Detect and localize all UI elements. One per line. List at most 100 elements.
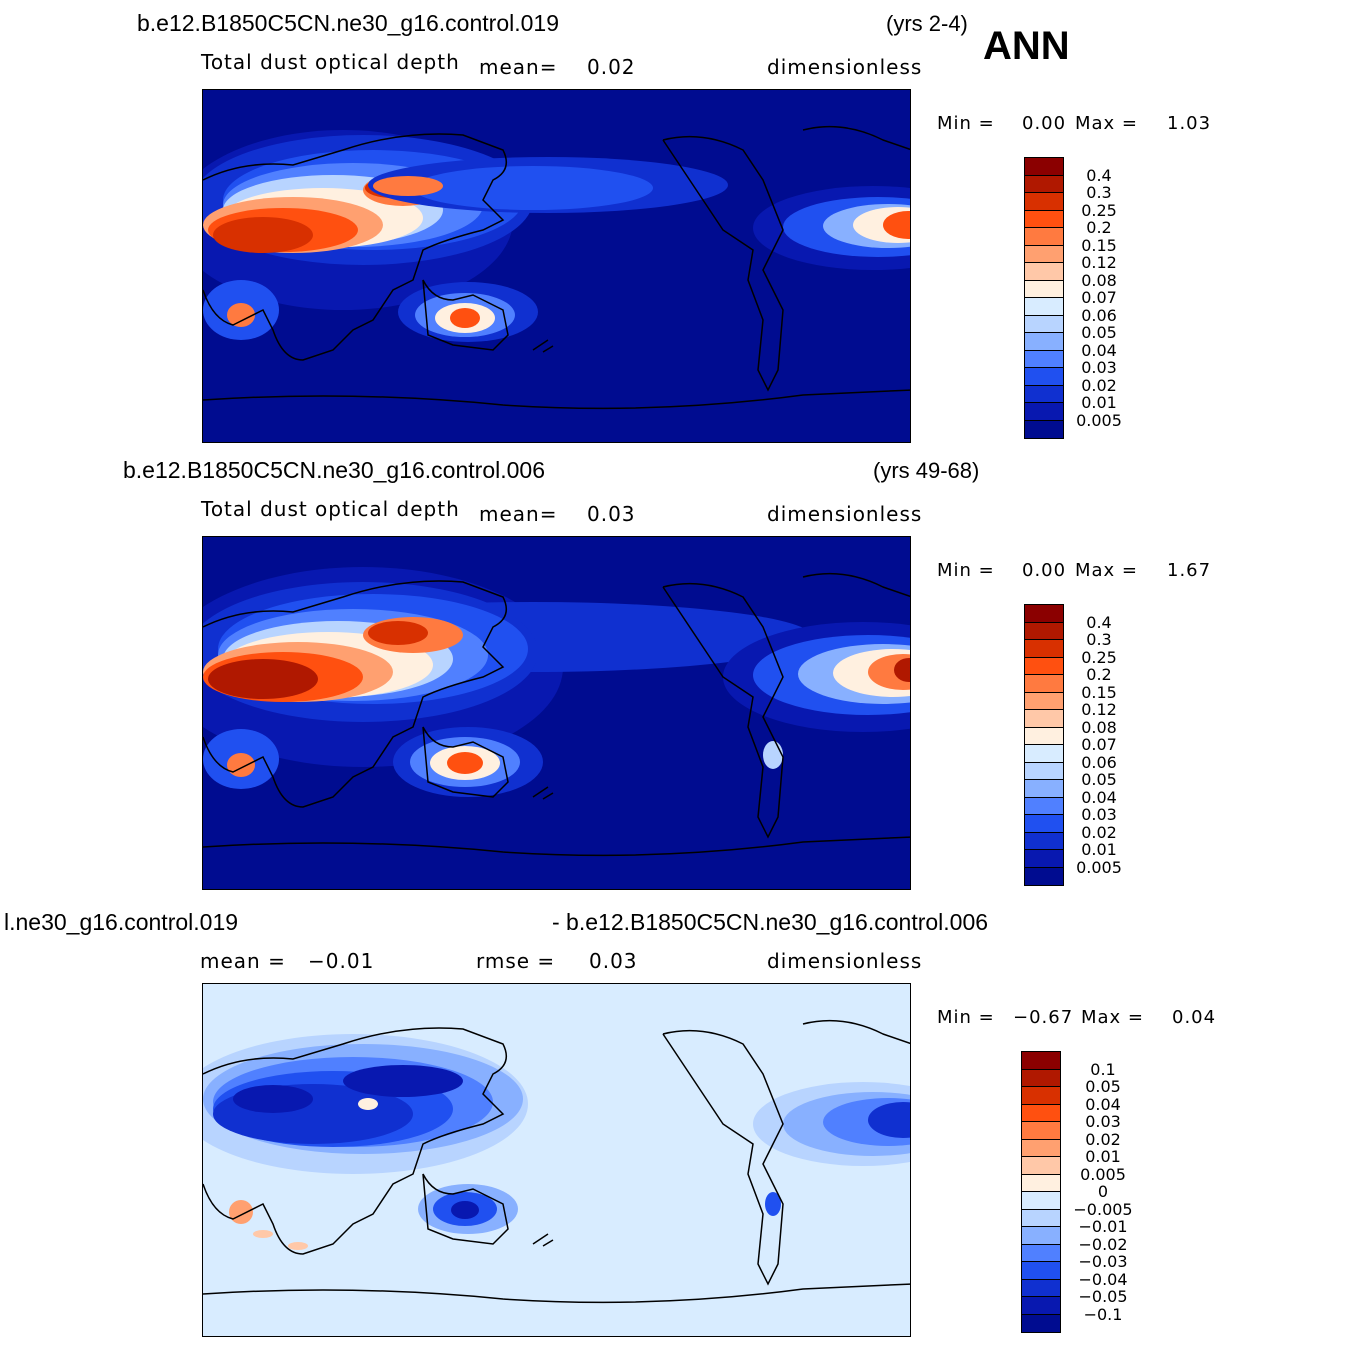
panel3-case-right: - b.e12.B1850C5CN.ne30_g16.control.006	[552, 909, 989, 935]
colorbar-tick-label: 0.02	[1085, 1129, 1121, 1149]
panel2-units: dimensionless	[767, 502, 923, 526]
colorbar-tick-label: 0.04	[1081, 787, 1117, 807]
colorbar-tick-label: −0.05	[1078, 1287, 1128, 1306]
colorbar-tick-label: 0.07	[1081, 288, 1117, 307]
colorbar-tick-label: 0.04	[1081, 340, 1117, 360]
colorbar-tick-label: 0.1	[1090, 1059, 1116, 1079]
season-label: ANN	[983, 24, 1070, 68]
colorbar-swatch	[1022, 1314, 1060, 1332]
panel3-max-value: 0.04	[1172, 1007, 1217, 1028]
colorbar-swatch	[1022, 1297, 1060, 1315]
colorbar-swatch	[1025, 675, 1063, 693]
colorbar-tick-label: 0.01	[1081, 840, 1117, 859]
colorbar-swatch	[1025, 175, 1063, 193]
colorbar-swatch	[1025, 622, 1063, 640]
colorbar-swatch	[1025, 832, 1063, 850]
colorbar-swatch	[1022, 1052, 1060, 1070]
panel1-colorbar	[1024, 157, 1064, 439]
colorbar-swatch	[1025, 315, 1063, 333]
panel2-map	[202, 536, 911, 890]
colorbar-swatch	[1022, 1122, 1060, 1140]
colorbar-tick-label: −0.005	[1073, 1199, 1133, 1219]
colorbar-swatch	[1025, 762, 1063, 780]
colorbar-swatch	[1025, 368, 1063, 386]
colorbar-swatch	[1025, 657, 1063, 675]
colorbar-tick-label: 0.08	[1081, 270, 1117, 290]
panel3-colorbar	[1021, 1051, 1061, 1333]
panel2-max-label: Max =	[1075, 560, 1139, 581]
colorbar-tick-label: 0.03	[1081, 358, 1117, 377]
colorbar-swatch	[1022, 1104, 1060, 1122]
panel1-map-plot	[203, 90, 910, 442]
colorbar-tick-label: 0.15	[1081, 235, 1117, 255]
panel1-coastlines	[203, 125, 910, 410]
panel3-rmse-value: 0.03	[589, 949, 638, 973]
panel3-map	[202, 983, 911, 1337]
panel3-coastlines	[203, 1019, 910, 1304]
panel2-case-title: b.e12.B1850C5CN.ne30_g16.control.006	[123, 457, 545, 483]
panel1-mean-value: 0.02	[587, 55, 636, 79]
panel2-min-label: Min =	[937, 560, 995, 581]
panel1-max-value: 1.03	[1167, 113, 1212, 134]
colorbar-tick-label: 0.06	[1081, 752, 1117, 772]
colorbar-tick-label: 0.07	[1081, 735, 1117, 754]
colorbar-swatch	[1022, 1209, 1060, 1227]
colorbar-tick-label: 0.12	[1081, 700, 1117, 719]
panel3-rmse-label: rmse =	[476, 949, 556, 973]
colorbar-swatch	[1022, 1087, 1060, 1105]
colorbar-tick-label: −0.02	[1078, 1234, 1128, 1254]
colorbar-tick-label: 0.3	[1086, 183, 1112, 202]
panel2-years: (yrs 49-68)	[873, 458, 980, 483]
colorbar-tick-label: 0.12	[1081, 253, 1117, 272]
colorbar-tick-label: 0.01	[1085, 1147, 1121, 1166]
colorbar-swatch	[1025, 815, 1063, 833]
colorbar-tick-label: 0.04	[1085, 1094, 1121, 1114]
panel2-min-value: 0.00	[1022, 560, 1067, 581]
colorbar-tick-label: 0.005	[1076, 410, 1122, 430]
colorbar-tick-label: 0.25	[1081, 200, 1117, 220]
colorbar-swatch	[1022, 1262, 1060, 1280]
colorbar-swatch	[1025, 692, 1063, 710]
colorbar-swatch	[1025, 158, 1063, 176]
colorbar-tick-label: 0.03	[1085, 1112, 1121, 1131]
colorbar-swatch	[1022, 1279, 1060, 1297]
colorbar-swatch	[1022, 1157, 1060, 1175]
colorbar-swatch	[1022, 1174, 1060, 1192]
colorbar-tick-label: 0.08	[1081, 717, 1117, 737]
panel1-map	[202, 89, 911, 443]
colorbar-swatch	[1025, 403, 1063, 421]
colorbar-swatch	[1025, 245, 1063, 263]
panel2-dust-field	[203, 567, 910, 797]
colorbar-tick-label: 0.2	[1086, 218, 1112, 237]
colorbar-swatch	[1025, 298, 1063, 316]
colorbar-tick-label: −0.1	[1083, 1304, 1123, 1324]
panel3-mean-label: mean =	[200, 949, 286, 973]
colorbar-tick-label: 0.02	[1081, 822, 1117, 842]
colorbar-swatch	[1025, 605, 1063, 623]
colorbar-swatch	[1025, 333, 1063, 351]
panel3-case-left: l.ne30_g16.control.019	[4, 909, 239, 935]
panel3-min-label: Min =	[937, 1007, 995, 1028]
panel3-mean-value: −0.01	[308, 949, 375, 973]
panel1-years: (yrs 2-4)	[886, 11, 968, 36]
panel1-units: dimensionless	[767, 55, 923, 79]
colorbar-tick-label: 0	[1097, 1182, 1109, 1201]
colorbar-tick-label: −0.04	[1078, 1269, 1128, 1289]
colorbar-swatch	[1022, 1227, 1060, 1245]
colorbar-swatch	[1025, 850, 1063, 868]
colorbar-tick-label: −0.03	[1078, 1252, 1128, 1271]
panel2-coastlines	[203, 572, 910, 857]
colorbar-tick-label: 0.3	[1086, 630, 1112, 649]
colorbar-swatch	[1025, 350, 1063, 368]
colorbar-swatch	[1025, 780, 1063, 798]
colorbar-tick-label: 0.4	[1086, 165, 1112, 185]
panel1-variable: Total dust optical depth	[201, 50, 460, 74]
colorbar-swatch	[1025, 727, 1063, 745]
colorbar-tick-label: 0.01	[1081, 393, 1117, 412]
colorbar-swatch	[1022, 1192, 1060, 1210]
panel1-mean-label: mean=	[479, 55, 558, 79]
colorbar-swatch	[1022, 1139, 1060, 1157]
colorbar-swatch	[1025, 193, 1063, 211]
colorbar-swatch	[1025, 640, 1063, 658]
colorbar-swatch	[1022, 1244, 1060, 1262]
